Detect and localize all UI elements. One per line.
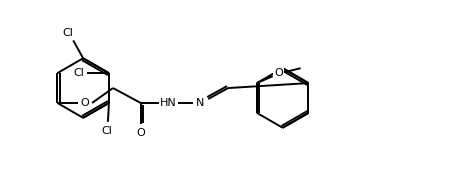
Text: N: N: [196, 98, 205, 108]
Text: O: O: [136, 128, 145, 138]
Text: Cl: Cl: [63, 28, 74, 38]
Text: Cl: Cl: [101, 126, 112, 136]
Text: O: O: [81, 98, 89, 108]
Text: Cl: Cl: [74, 68, 85, 78]
Text: HN: HN: [160, 98, 177, 108]
Text: O: O: [274, 68, 283, 78]
